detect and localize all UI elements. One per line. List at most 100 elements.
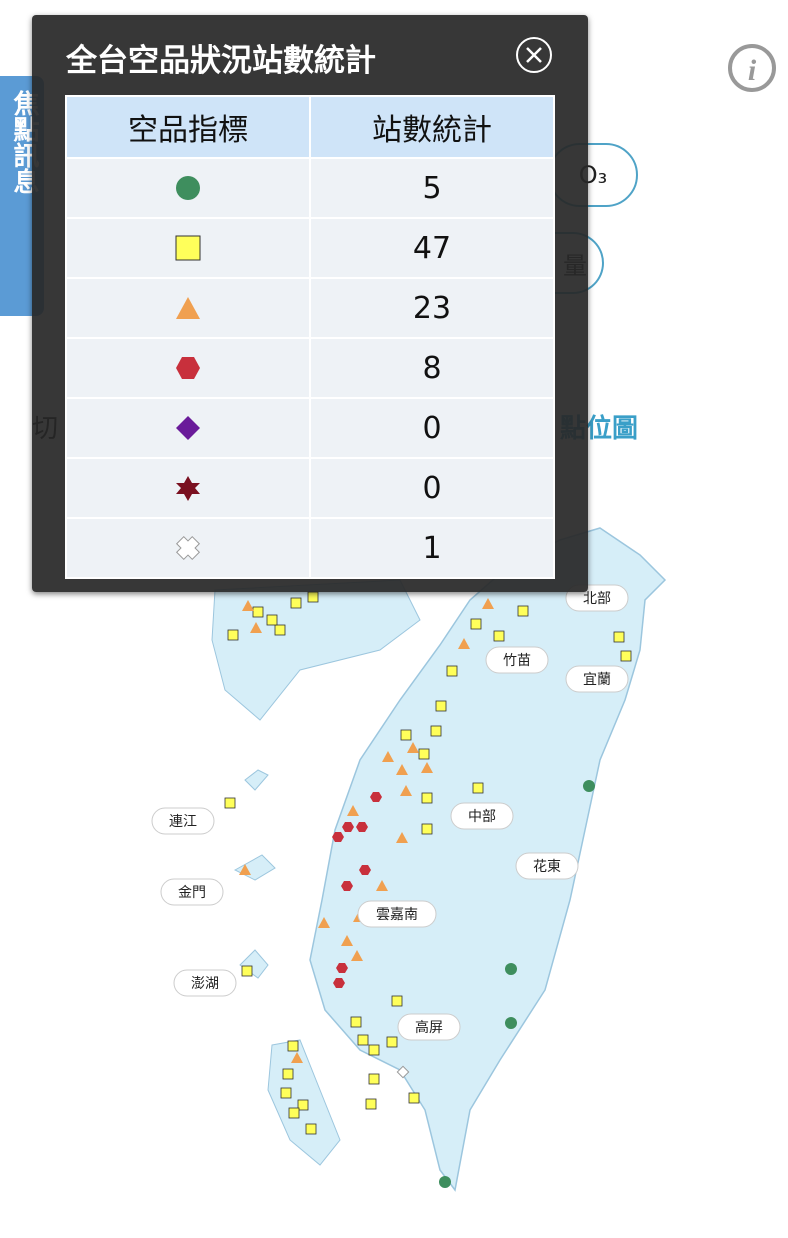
station-unhealthy <box>356 822 368 832</box>
count-cell: 0 <box>309 397 555 459</box>
station-sensitive <box>396 764 408 775</box>
station-good-moderate <box>368 1073 380 1085</box>
symbol-cell <box>65 277 311 339</box>
station-sensitive <box>421 762 433 773</box>
aqi-symbol <box>176 476 200 501</box>
station-markers <box>224 591 632 1188</box>
station-good-moderate <box>391 995 403 1007</box>
station-sensitive <box>347 805 359 816</box>
region-label: 連江 <box>169 814 197 830</box>
table-row: 1 <box>65 517 555 579</box>
station-sensitive <box>482 598 494 609</box>
station-good-moderate <box>368 1044 380 1056</box>
region-pill <box>450 802 514 830</box>
station-sensitive <box>242 600 254 611</box>
region-pill <box>173 969 237 997</box>
region-pill <box>485 646 549 674</box>
station-good-moderate <box>517 605 529 617</box>
station-unhealthy <box>332 832 344 842</box>
region-pill <box>151 807 215 835</box>
symbol-cell <box>65 517 311 579</box>
station-good-moderate <box>282 1068 294 1080</box>
station-good-moderate <box>297 1099 309 1111</box>
region-label: 高屏 <box>415 1019 443 1036</box>
region-pill <box>515 852 579 880</box>
station-good-moderate <box>227 629 239 641</box>
region-label: 竹苗 <box>503 653 531 669</box>
region-pill <box>160 878 224 906</box>
region-label: 中部 <box>468 809 496 825</box>
station-sensitive <box>341 935 353 946</box>
info-i: i <box>748 54 757 87</box>
station-sensitive <box>351 950 363 961</box>
symbol-cell <box>65 157 311 219</box>
station-sensitive <box>458 638 470 649</box>
station-good-moderate <box>305 1123 317 1135</box>
table-row: 0 <box>65 397 555 459</box>
close-button[interactable] <box>516 37 552 73</box>
table-row: 8 <box>65 337 555 399</box>
station-unhealthy <box>342 822 354 832</box>
station-good <box>505 1017 517 1029</box>
station-good-moderate <box>224 797 236 809</box>
station-good-moderate <box>357 1034 369 1046</box>
region-label: 雲嘉南 <box>376 907 418 923</box>
station-unhealthy <box>370 792 382 802</box>
symbol-cell <box>65 217 311 279</box>
count-cell: 5 <box>309 157 555 219</box>
station-sensitive <box>318 917 330 928</box>
station-sensitive <box>382 751 394 762</box>
table-row: 23 <box>65 277 555 339</box>
popup-title: 全台空品狀況站數統計 <box>66 43 376 79</box>
station-good <box>439 1176 451 1188</box>
station-good-moderate <box>620 650 632 662</box>
station-good-moderate <box>493 630 505 642</box>
lienchiang <box>244 769 269 791</box>
station-good-moderate <box>266 614 278 626</box>
count-cell: 8 <box>309 337 555 399</box>
region-label: 宜蘭 <box>583 672 611 688</box>
station-good-moderate <box>418 748 430 760</box>
station-good-moderate <box>386 1036 398 1048</box>
station-good-moderate <box>288 1107 300 1119</box>
station-good-moderate <box>421 823 433 835</box>
region-label: 花東 <box>533 859 561 875</box>
aqi-symbol <box>176 297 200 319</box>
station-good-moderate <box>287 1040 299 1052</box>
station-good-moderate <box>430 725 442 737</box>
aqi-symbol <box>175 235 201 261</box>
station-sensitive <box>376 880 388 891</box>
aqi-symbol <box>176 416 200 440</box>
mainland-coast <box>211 579 421 721</box>
station-good-moderate <box>307 591 319 603</box>
station-sensitive <box>400 785 412 796</box>
symbol-cell <box>65 457 311 519</box>
header-cell: 站數統計 <box>309 95 555 159</box>
count-cell: 23 <box>309 277 555 339</box>
station-good-moderate <box>446 665 458 677</box>
close-icon <box>526 47 542 63</box>
count-cell: 1 <box>309 517 555 579</box>
station-good-moderate <box>408 1092 420 1104</box>
region-label: 澎湖 <box>191 976 219 992</box>
region-pill <box>357 900 437 928</box>
table-row: 47 <box>65 217 555 279</box>
station-good-moderate <box>252 606 264 618</box>
aqi-symbol <box>175 535 201 561</box>
header-cell: 空品指標 <box>65 95 311 159</box>
count-cell: 47 <box>309 217 555 279</box>
station-good-moderate <box>613 631 625 643</box>
station-sensitive <box>239 864 251 875</box>
symbol-cell <box>65 397 311 459</box>
station-offline <box>396 1065 410 1079</box>
station-good-moderate <box>350 1016 362 1028</box>
symbol-cell <box>65 337 311 399</box>
region-label: 金門 <box>178 885 206 901</box>
table-row: 5 <box>65 157 555 219</box>
info-icon[interactable] <box>728 44 776 92</box>
station-unhealthy <box>359 865 371 875</box>
station-good-moderate <box>435 700 447 712</box>
